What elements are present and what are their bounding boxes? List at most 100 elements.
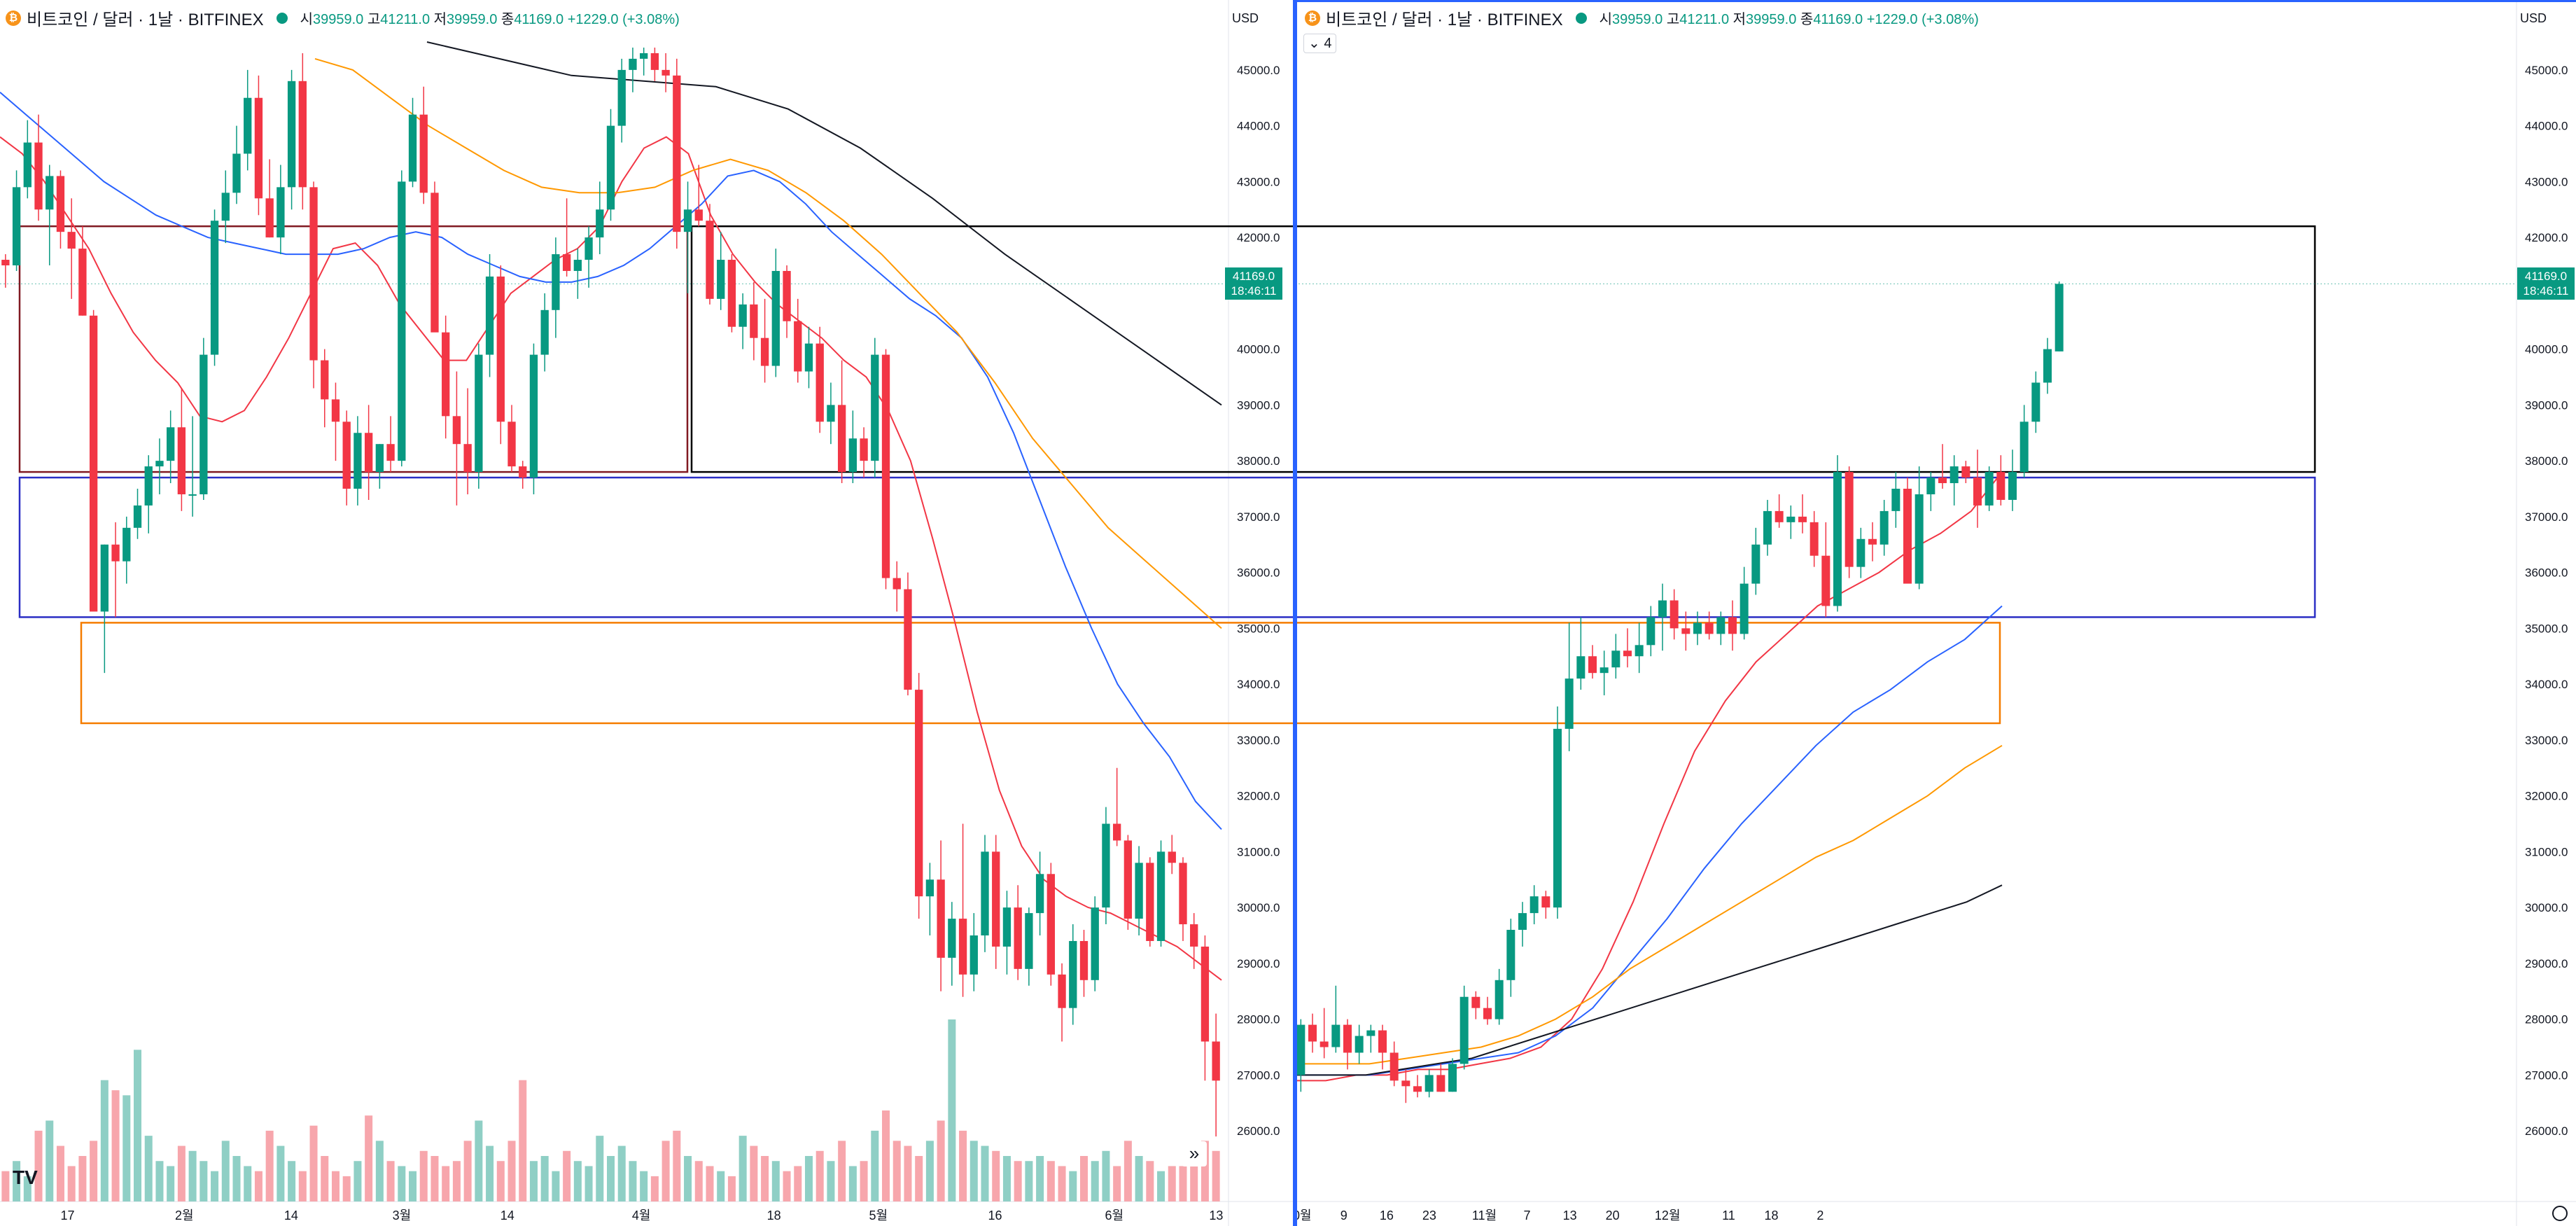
candle-body <box>2031 382 2040 422</box>
candle-body <box>155 461 164 467</box>
candle-body <box>1366 1030 1376 1036</box>
black-box-zone <box>690 225 1293 473</box>
candle-body <box>717 260 725 299</box>
candle-body <box>1331 1024 1340 1047</box>
left-chart-canvas[interactable]: 45000.044000.043000.042000.041000.040000… <box>0 0 1293 1226</box>
price-tick-label: 26000.0 <box>1237 1124 1280 1138</box>
ema-red-line <box>0 136 1222 981</box>
scroll-to-realtime-icon[interactable]: » <box>1182 1141 1207 1166</box>
candle-body <box>12 187 21 265</box>
right-chart-canvas[interactable]: 45000.044000.043000.042000.041000.040000… <box>1295 0 2576 1226</box>
currency-label[interactable]: USD <box>1232 11 1259 25</box>
candle-body <box>430 193 439 333</box>
change-value: +1229.0 (+3.08%) <box>1866 12 1979 27</box>
volume-bar <box>804 1156 813 1201</box>
candle-body <box>1212 1041 1220 1081</box>
candle-body <box>1308 1024 1317 1042</box>
change-value: +1229.0 (+3.08%) <box>567 12 680 27</box>
bar-countdown: 18:46:11 <box>2523 284 2569 298</box>
visibility-toggle-icon[interactable] <box>1575 12 1587 24</box>
orange-box-zone <box>80 622 1293 725</box>
last-price-label: 41169.0 18:46:11 <box>1225 267 1282 300</box>
bar-countdown: 18:46:11 <box>1231 284 1277 298</box>
candle-body <box>640 53 648 59</box>
candle-body <box>1716 617 1726 634</box>
candle-body <box>1058 974 1066 1008</box>
candle-body <box>881 354 890 578</box>
candle-body <box>89 315 98 612</box>
time-tick-label: 9 <box>1340 1208 1348 1222</box>
candle-body <box>210 221 219 355</box>
time-tick-label: 18 <box>1765 1208 1779 1222</box>
close-label: 종 <box>500 12 514 27</box>
price-tick-label: 37000.0 <box>2525 510 2568 524</box>
currency-label[interactable]: USD <box>2520 11 2547 25</box>
candle-body <box>848 438 858 473</box>
indicator-collapse-toggle[interactable]: ⌄ 4 <box>1303 34 1337 53</box>
volume-bar <box>386 1161 395 1201</box>
candle-body <box>1740 583 1749 634</box>
volume-bar <box>838 1141 846 1201</box>
candle-body <box>354 433 362 489</box>
candle-body <box>1623 650 1632 657</box>
price-tick-label: 29000.0 <box>2525 957 2568 970</box>
candle-body <box>419 114 428 193</box>
candle-body <box>1156 851 1166 941</box>
last-price-value: 41169.0 <box>1232 270 1275 284</box>
volume-bar <box>552 1171 560 1201</box>
volume-bar <box>1190 1145 1198 1201</box>
candle-body <box>144 466 153 506</box>
symbol-title[interactable]: 비트코인 / 달러 · 1날 · BITFINEX <box>27 11 264 29</box>
pane-divider[interactable] <box>1293 0 1295 1226</box>
price-tick-label: 40000.0 <box>1237 343 1280 356</box>
volume-bar <box>430 1156 439 1201</box>
left-chart-pane[interactable]: 45000.044000.043000.042000.041000.040000… <box>0 0 1293 1226</box>
price-tick-label: 36000.0 <box>1237 566 1280 580</box>
candle-body <box>1564 678 1574 729</box>
candle-body <box>1949 466 1959 484</box>
tradingview-logo[interactable]: TV <box>13 1166 38 1188</box>
candle-body <box>1588 656 1597 674</box>
time-tick-label: 20 <box>1606 1208 1620 1222</box>
volume-bar <box>398 1166 406 1201</box>
candle-body <box>331 399 340 422</box>
volume-bar <box>144 1136 153 1201</box>
volume-bar <box>409 1171 417 1201</box>
candle-body <box>1518 913 1527 931</box>
volume-bar <box>67 1166 76 1201</box>
candle-body <box>2019 422 2029 473</box>
candle-body <box>2043 349 2052 383</box>
volume-bar <box>1 1171 10 1201</box>
volume-bar <box>1036 1156 1044 1201</box>
candle-body <box>915 690 923 897</box>
candle-body <box>265 198 274 238</box>
right-chart-pane[interactable]: 45000.044000.043000.042000.041000.040000… <box>1295 0 2576 1226</box>
candle-body <box>1833 472 1842 606</box>
volume-bar <box>331 1171 340 1201</box>
volume-bar <box>1058 1166 1066 1201</box>
candle-body <box>496 276 505 422</box>
volume-bar <box>111 1090 120 1201</box>
symbol-title[interactable]: 비트코인 / 달러 · 1날 · BITFINEX <box>1326 11 1563 29</box>
price-tick-label: 45000.0 <box>1237 64 1280 77</box>
price-tick-label: 37000.0 <box>1237 510 1280 524</box>
price-tick-label: 31000.0 <box>1237 845 1280 858</box>
volume-bar <box>507 1141 516 1201</box>
candle-body <box>804 343 813 372</box>
visibility-toggle-icon[interactable] <box>276 12 288 24</box>
volume-bar <box>573 1161 582 1201</box>
time-tick-label: 18 <box>767 1208 781 1222</box>
candle-body <box>1670 600 1679 629</box>
candle-body <box>1634 645 1644 657</box>
candle-body <box>1124 840 1133 919</box>
candle-body <box>111 544 120 562</box>
volume-bar <box>925 1141 934 1201</box>
candle-body <box>1681 628 1690 634</box>
price-tick-label: 27000.0 <box>2525 1068 2568 1082</box>
candle-body <box>442 332 450 417</box>
time-tick-label: 2 <box>1816 1208 1823 1222</box>
settings-icon[interactable] <box>2552 1206 2568 1221</box>
volume-bar <box>794 1166 802 1201</box>
high-label: 고 <box>1666 12 1680 27</box>
candle-body <box>386 444 395 461</box>
